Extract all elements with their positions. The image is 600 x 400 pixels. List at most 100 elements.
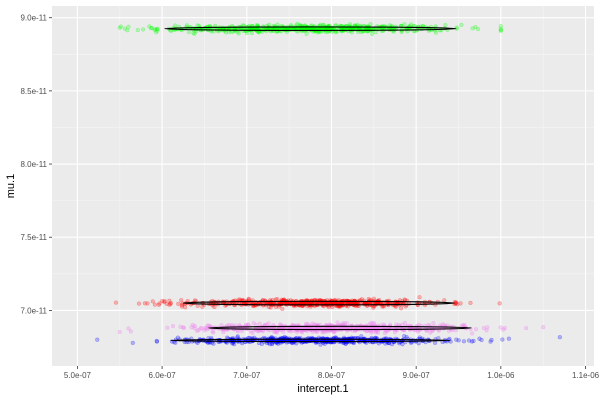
x-tick-label: 5.0e-07 [64, 371, 92, 380]
data-point [243, 339, 248, 345]
data-point [194, 328, 200, 333]
data-point [246, 296, 251, 301]
data-point [165, 325, 170, 330]
data-point [368, 21, 373, 27]
data-point [236, 31, 241, 36]
data-point [155, 26, 160, 32]
data-point [152, 27, 157, 32]
data-point [506, 336, 512, 341]
data-point [239, 329, 244, 334]
data-point [281, 329, 286, 334]
data-point [167, 298, 172, 303]
data-point [369, 31, 375, 36]
data-point [392, 330, 398, 335]
data-point [135, 27, 140, 33]
data-point [156, 302, 161, 307]
data-point [439, 28, 444, 33]
data-point [202, 302, 207, 307]
data-point [498, 24, 503, 29]
data-point [117, 25, 122, 30]
data-point [253, 327, 258, 332]
data-point [452, 301, 457, 307]
y-tick-label: 8.5e-11 [20, 87, 47, 96]
data-point [427, 323, 432, 329]
data-point [473, 25, 478, 30]
data-point [126, 24, 131, 29]
data-point [431, 321, 436, 326]
data-point [355, 299, 360, 305]
data-point [162, 298, 167, 304]
data-point [376, 330, 381, 335]
data-point [266, 22, 272, 27]
data-point [461, 339, 467, 344]
data-point [176, 301, 181, 306]
minor-gridlines [52, 6, 594, 366]
data-point [417, 295, 422, 300]
data-point [269, 342, 275, 347]
data-point [155, 28, 160, 33]
data-point [192, 31, 197, 36]
data-point [320, 330, 325, 335]
data-point [167, 302, 172, 307]
data-point [329, 305, 335, 310]
data-point [113, 300, 119, 305]
data-point [442, 298, 447, 303]
data-point [432, 340, 438, 345]
data-point [122, 26, 127, 31]
data-point [445, 27, 450, 32]
data-point [166, 26, 171, 31]
data-point [416, 327, 422, 333]
data-point [118, 24, 123, 29]
data-point [370, 323, 375, 328]
data-point [402, 297, 407, 302]
x-tick-label: 1.0e-06 [487, 371, 515, 380]
data-point [498, 28, 503, 33]
data-point [324, 25, 329, 30]
data-point [175, 335, 180, 340]
data-point [278, 301, 283, 307]
data-point [459, 22, 464, 28]
data-point [371, 305, 376, 310]
data-point [280, 306, 285, 312]
data-point [250, 330, 255, 336]
data-point [399, 306, 404, 311]
data-point [232, 303, 237, 308]
data-point [185, 300, 190, 306]
x-tick-label: 7.0e-07 [233, 371, 261, 380]
data-point [251, 321, 256, 326]
data-point [191, 30, 196, 36]
data-point [170, 323, 176, 329]
data-point [498, 26, 503, 32]
y-axis-title: mu.1 [5, 174, 17, 198]
data-point [335, 320, 340, 325]
data-point [318, 22, 323, 27]
data-point [557, 335, 562, 340]
data-point [148, 26, 154, 31]
data-point [471, 338, 476, 343]
data-point [443, 22, 448, 28]
data-point [386, 303, 391, 308]
data-point [198, 326, 203, 331]
data-point [183, 305, 188, 310]
x-tick-label: 6.0e-07 [149, 371, 177, 380]
plot-panel [52, 6, 594, 366]
data-point [498, 27, 503, 33]
data-point [219, 323, 224, 328]
data-point [126, 326, 131, 331]
data-point [454, 300, 459, 305]
data-point [226, 322, 232, 328]
data-point [161, 299, 167, 305]
data-point [470, 26, 475, 31]
data-point [408, 27, 413, 32]
data-point [260, 329, 265, 334]
data-point [501, 327, 506, 332]
data-point [295, 21, 300, 26]
data-point [347, 22, 353, 27]
y-tick-label: 7.5e-11 [20, 233, 47, 242]
data-point [497, 301, 502, 306]
data-point [470, 331, 475, 336]
x-axis-title: intercept.1 [297, 383, 348, 395]
data-point [401, 327, 407, 333]
data-point [152, 302, 158, 307]
data-point [468, 300, 473, 305]
